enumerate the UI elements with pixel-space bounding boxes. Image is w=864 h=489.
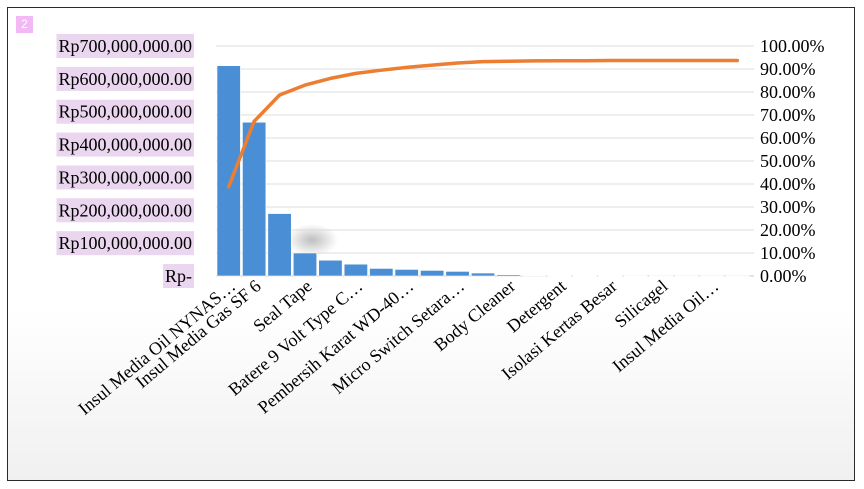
- bar: [648, 275, 674, 277]
- bar: [394, 269, 419, 277]
- bar: [369, 268, 394, 277]
- bar: [445, 271, 470, 277]
- y-right-tick-label: 50.00%: [760, 151, 816, 171]
- bar: [343, 263, 368, 277]
- y-left-tick-label: Rp700,000,000.00: [58, 36, 192, 56]
- y-right-tick-label: 90.00%: [760, 59, 816, 79]
- y-right-tick-label: 100.00%: [760, 36, 825, 56]
- bar: [725, 275, 750, 277]
- y-right-tick-label: 70.00%: [760, 105, 816, 125]
- tick-label-highlight: [56, 34, 194, 58]
- y-left-tick-label: Rp100,000,000.00: [58, 233, 192, 253]
- y-left-tick-label: Rp200,000,000.00: [58, 200, 192, 220]
- bar: [216, 65, 241, 277]
- y-right-tick-label: 80.00%: [760, 82, 816, 102]
- bar: [623, 275, 648, 277]
- tick-label-highlight: [56, 66, 194, 91]
- category-label: Insul Media Oil NYNAS…: [74, 276, 239, 419]
- y-right-tick-label: 30.00%: [760, 197, 816, 217]
- bar-shadow-decoration: [286, 224, 338, 256]
- bar: [598, 275, 623, 277]
- y-left-tick-label: Rp600,000,000.00: [58, 69, 192, 89]
- chart-frame: 2 Rp- Rp100,000,000.00 Rp200,000,000.00 Rp3…: [7, 7, 855, 481]
- y-right-tick-label: 40.00%: [760, 174, 816, 194]
- bar: [521, 275, 546, 277]
- tick-label-highlight: [56, 165, 194, 190]
- pareto-chart: Rp- Rp100,000,000.00 Rp200,000,000.00 Rp300…: [56, 34, 825, 419]
- y-right-tick-label: 20.00%: [760, 220, 816, 240]
- y-left-tick-label: Rp-: [165, 266, 192, 286]
- y-left-tick-label: Rp400,000,000.00: [58, 135, 192, 155]
- bar: [292, 252, 318, 277]
- y-right-tick-label: 10.00%: [760, 243, 816, 263]
- tick-label-highlight: [56, 231, 194, 256]
- bar: [699, 275, 724, 277]
- tick-label-highlight: [56, 198, 194, 223]
- chart-number-badge: 2: [16, 16, 33, 33]
- bar: [318, 259, 343, 277]
- y-right-tick-label: 0.00%: [760, 266, 807, 286]
- bar: [547, 275, 572, 277]
- y-left-tick-label: Rp500,000,000.00: [58, 102, 192, 122]
- bar: [420, 270, 445, 277]
- tick-label-highlight: [56, 132, 194, 157]
- bar: [470, 272, 496, 277]
- bar: [496, 274, 521, 277]
- y-right-tick-label: 60.00%: [760, 128, 816, 148]
- tick-label-highlight: [163, 264, 195, 288]
- tick-label-highlight: [56, 99, 194, 124]
- bar: [267, 213, 292, 277]
- y-left-tick-label: Rp300,000,000.00: [58, 167, 192, 187]
- bar: [572, 275, 597, 277]
- cumulative-percentage-line: [226, 58, 740, 189]
- bar: [674, 275, 699, 277]
